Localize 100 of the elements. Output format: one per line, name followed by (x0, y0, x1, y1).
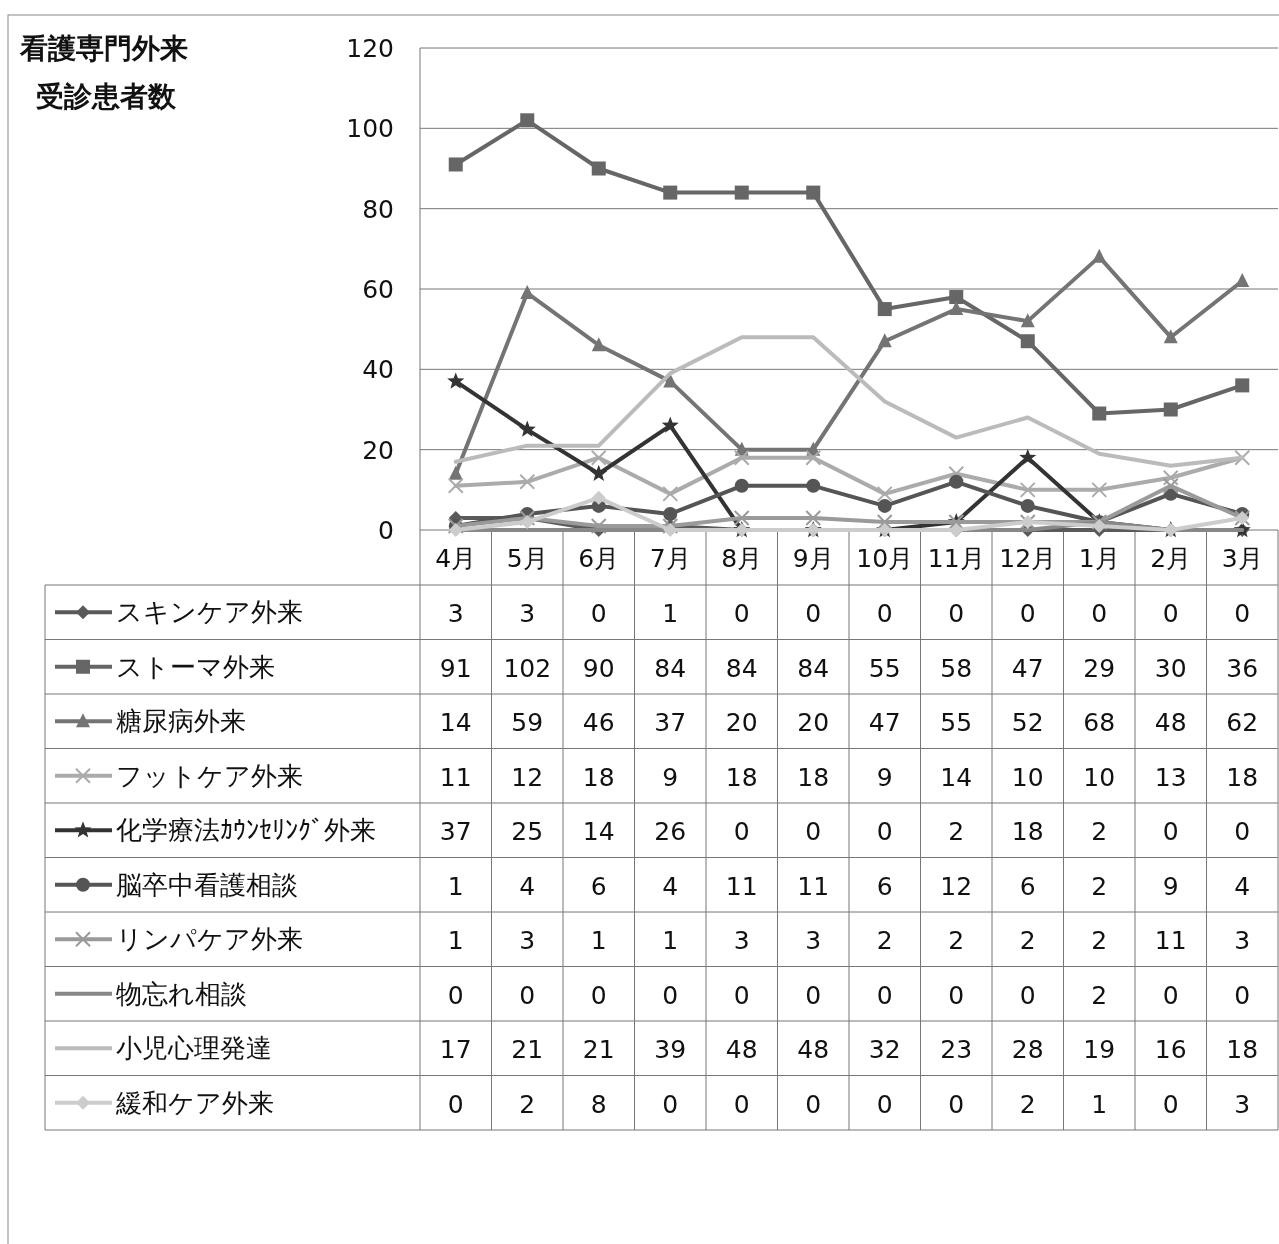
data-label: 6 (590, 871, 607, 901)
data-label: 9 (662, 762, 679, 792)
x-tick-label: 10月 (856, 544, 914, 573)
data-label: 3 (447, 599, 464, 629)
data-label: 2 (1091, 871, 1108, 901)
data-label: 0 (1162, 1089, 1179, 1119)
data-label: 20 (797, 708, 830, 738)
x-tick-label: 12月 (999, 544, 1057, 573)
data-label: 4 (1234, 871, 1251, 901)
data-label: 0 (876, 599, 893, 629)
data-label: 11 (439, 762, 472, 792)
data-label: 0 (1234, 980, 1251, 1010)
data-label: 14 (582, 817, 615, 847)
data-label: 26 (654, 817, 687, 847)
data-label: 59 (511, 708, 544, 738)
data-label: 0 (662, 1089, 679, 1119)
data-label: 30 (1154, 653, 1187, 683)
legend-label: 緩和ケア外来 (115, 1087, 274, 1118)
data-label: 13 (1154, 762, 1187, 792)
data-label: 0 (733, 1089, 750, 1119)
y-tick-label: 40 (362, 355, 394, 385)
data-label: 11 (1154, 926, 1187, 956)
y-tick-label: 120 (346, 34, 394, 63)
data-label: 11 (797, 871, 830, 901)
data-label: 2 (948, 817, 965, 847)
data-label: 0 (805, 599, 822, 629)
data-label: 3 (519, 926, 536, 956)
data-label: 90 (582, 653, 615, 683)
data-label: 47 (868, 708, 901, 738)
x-tick-label: 6月 (578, 544, 620, 573)
data-label: 9 (876, 762, 893, 792)
data-label: 14 (439, 708, 472, 738)
data-label: 1 (662, 926, 679, 956)
data-label: 0 (1234, 817, 1251, 847)
data-label: 0 (447, 1089, 464, 1119)
x-tick-label: 4月 (435, 544, 477, 573)
data-label: 91 (439, 653, 472, 683)
data-label: 10 (1011, 762, 1044, 792)
data-label: 18 (1011, 817, 1044, 847)
x-tick-label: 1月 (1078, 544, 1120, 573)
x-tick-label: 7月 (649, 544, 691, 573)
data-label: 3 (733, 926, 750, 956)
data-label: 0 (1091, 599, 1108, 629)
data-label: 0 (1019, 980, 1036, 1010)
data-label: 8 (590, 1089, 607, 1119)
legend-label: 脳卒中看護相談 (116, 869, 298, 900)
data-label: 62 (1226, 708, 1259, 738)
legend-label: 化学療法ｶｳﾝｾﾘﾝｸﾞ外来 (116, 815, 376, 846)
legend-label: スキンケア外来 (116, 597, 303, 628)
data-label: 48 (1154, 708, 1187, 738)
data-label: 47 (1011, 653, 1044, 683)
data-label: 0 (590, 980, 607, 1010)
data-label: 6 (876, 871, 893, 901)
data-label: 0 (1162, 599, 1179, 629)
data-label: 18 (1226, 1035, 1259, 1065)
data-label: 2 (1019, 1089, 1036, 1119)
legend-label: リンパケア外来 (116, 924, 303, 955)
data-label: 11 (725, 871, 758, 901)
data-label: 2 (1091, 980, 1108, 1010)
data-label: 0 (1162, 980, 1179, 1010)
legend-label: フットケア外来 (116, 760, 303, 791)
data-label: 0 (733, 817, 750, 847)
x-tick-label: 11月 (927, 544, 985, 573)
data-label: 17 (439, 1035, 472, 1065)
text: 受診患者数 (36, 80, 177, 113)
data-label: 0 (948, 599, 965, 629)
data-label: 0 (948, 1089, 965, 1119)
data-label: 84 (725, 653, 758, 683)
x-tick-label: 5月 (506, 544, 548, 573)
data-label: 14 (940, 762, 973, 792)
y-tick-label: 20 (362, 435, 394, 465)
data-label: 2 (1091, 926, 1108, 956)
y-tick-label: 0 (378, 516, 394, 545)
data-label: 48 (725, 1035, 758, 1065)
data-label: 36 (1226, 653, 1259, 683)
data-label: 32 (868, 1035, 901, 1065)
y-tick-label: 60 (362, 275, 394, 304)
legend-label: ストーマ外来 (116, 651, 275, 682)
data-label: 2 (876, 926, 893, 956)
data-label: 29 (1083, 653, 1116, 683)
data-label: 18 (797, 762, 830, 792)
data-label: 0 (733, 980, 750, 1010)
data-label: 12 (511, 762, 544, 792)
data-label: 20 (725, 708, 758, 738)
data-label: 0 (519, 980, 536, 1010)
data-label: 52 (1011, 708, 1044, 738)
data-label: 25 (511, 817, 544, 847)
legend-label: 小児心理発達 (116, 1033, 272, 1064)
data-label: 0 (805, 1089, 822, 1119)
data-label: 2 (519, 1089, 536, 1119)
data-label: 9 (1162, 871, 1179, 901)
data-label: 6 (1019, 871, 1036, 901)
data-label: 39 (654, 1035, 687, 1065)
data-label: 48 (797, 1035, 830, 1065)
data-label: 0 (1019, 599, 1036, 629)
data-label: 23 (940, 1035, 973, 1065)
data-label: 0 (876, 980, 893, 1010)
data-label: 1 (447, 926, 464, 956)
data-label: 1 (1091, 1089, 1108, 1119)
data-label: 55 (868, 653, 901, 683)
